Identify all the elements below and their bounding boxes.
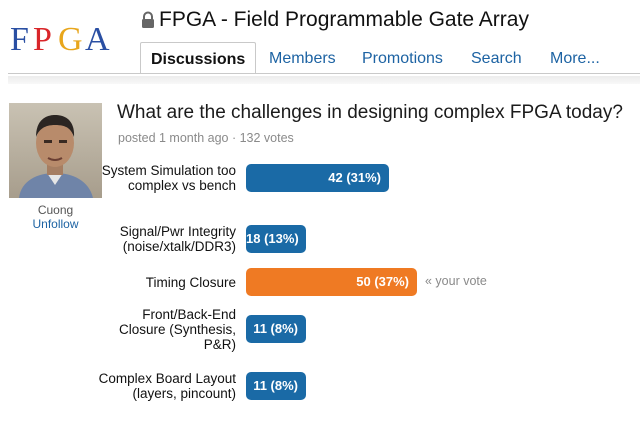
your-vote-label: « your vote [425,274,487,288]
poll-result-bar: 18 (13%) [246,225,306,253]
group-title-text: FPGA - Field Programmable Gate Array [159,8,529,31]
header-shadow [8,76,640,84]
fpga-logo: F P G A [10,21,110,58]
poll-result-bar-voted: 50 (37%) [246,268,417,296]
poll-option-label: Timing Closure [145,274,236,290]
poll-question[interactable]: What are the challenges in designing com… [117,102,623,123]
logo-letter-g: G [58,21,83,58]
logo-letter-f: F [10,21,29,58]
tab-discussions[interactable]: Discussions [140,42,257,74]
tab-divider [8,73,640,74]
poll-option-label: Complex Board Layout (layers, pincount) [98,371,236,401]
unfollow-link[interactable]: Unfollow [32,217,79,231]
poll-option-label: Front/Back-End Closure (Synthesis, P&R) [118,306,236,352]
tab-more[interactable]: More... [550,50,600,67]
poll-option-label: System Simulation too complex vs bench [101,163,236,193]
poll-option-label: Signal/Pwr Integrity (noise/xtalk/DDR3) [119,224,236,254]
poll-result-bar: 11 (8%) [246,315,306,343]
lock-icon [142,11,154,28]
poll-result-bar: 42 (31%) [246,164,389,192]
poll-meta: posted 1 month ago · 132 votes [118,131,294,145]
logo-letter-p: P [33,21,52,58]
avatar[interactable] [9,103,102,198]
logo-letter-a: A [85,21,110,58]
group-tabs: Discussions Members Promotions Search Mo… [140,42,640,74]
tab-members[interactable]: Members [269,50,336,67]
group-title: FPGA - Field Programmable Gate Array [140,8,529,32]
author-name[interactable]: Cuong [37,203,74,217]
poll-result-bar: 11 (8%) [246,372,306,400]
tab-search[interactable]: Search [471,50,522,67]
tab-promotions[interactable]: Promotions [362,50,443,67]
